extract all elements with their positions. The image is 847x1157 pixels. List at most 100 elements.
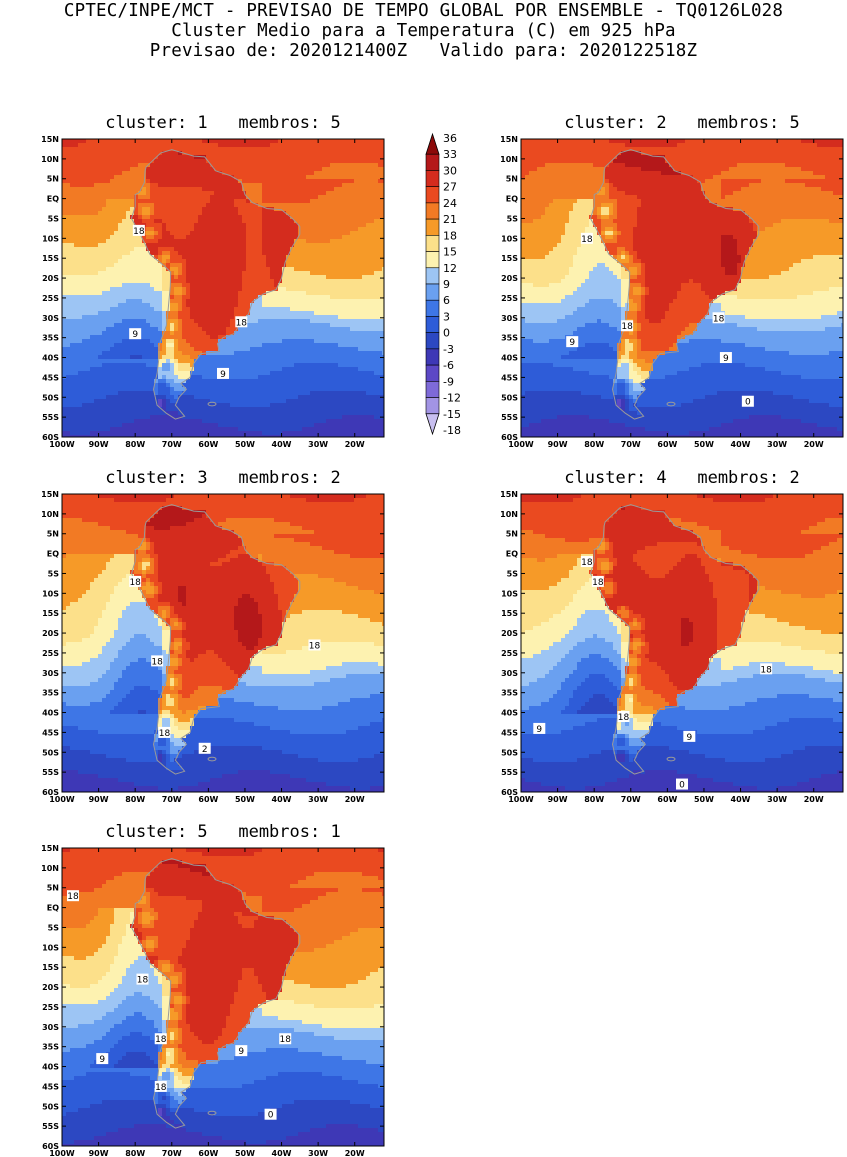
lon-tick-label: 80W: [125, 440, 145, 449]
contour-label-box: [566, 336, 579, 348]
contour-label: 18: [592, 578, 604, 588]
lon-tick-label: 40W: [731, 440, 751, 449]
lon-tick-label: 100W: [49, 440, 75, 449]
contour-label: 18: [713, 314, 725, 324]
contour-label-box: [235, 1045, 248, 1057]
lon-tick-label: 90W: [548, 795, 568, 804]
lat-tick-label: 20S: [501, 629, 518, 638]
lat-tick-label: 45S: [42, 728, 59, 737]
lat-tick-label: 5N: [47, 884, 59, 893]
contour-label: 18: [581, 558, 593, 568]
contour-label: 9: [536, 725, 542, 735]
contour-label: 9: [220, 370, 226, 380]
lat-tick-label: 20S: [42, 629, 59, 638]
panel-title: cluster: 1 membros: 5: [62, 113, 384, 133]
contour-label: 18: [618, 713, 630, 723]
lat-tick-label: 10S: [501, 589, 518, 598]
lat-tick-label: 10N: [500, 155, 518, 164]
contour-label-box: [279, 1033, 292, 1045]
contour-label-box: [96, 1053, 109, 1065]
contour-label-box: [621, 320, 634, 332]
lon-tick-label: 90W: [89, 795, 109, 804]
lat-tick-label: 45S: [42, 373, 59, 382]
contour-label: 9: [723, 354, 729, 364]
panel-title: cluster: 5 membros: 1: [62, 822, 384, 842]
lat-tick-label: 5S: [48, 569, 60, 578]
contour-label: 18: [309, 641, 321, 651]
lat-tick-label: 60S: [42, 433, 59, 442]
lat-tick-label: 60S: [42, 1142, 59, 1151]
lat-tick-label: 60S: [42, 788, 59, 797]
contour-label: 18: [760, 665, 772, 675]
map-panel: 15N 10N 5N EQ 5S 10S 15S 20S 25S 30S 35S 40S 45S 50S 5…: [41, 844, 385, 1157]
lon-tick-label: 80W: [125, 1149, 145, 1157]
lat-tick-label: 55S: [42, 1122, 59, 1131]
contour-label-box: [129, 328, 142, 340]
lon-tick-label: 30W: [308, 440, 328, 449]
contour-label: 18: [621, 322, 633, 332]
lat-tick-label: 55S: [42, 768, 59, 777]
header-line-3: Previsao de: 2020121400Z Valido para: 20…: [0, 41, 847, 61]
lat-tick-label: 60S: [501, 433, 518, 442]
lat-tick-label: 60S: [501, 788, 518, 797]
lat-tick-label: 50S: [42, 748, 59, 757]
map-panel: 15N 10N 5N EQ 5S 10S 15S 20S 25S 30S 35S 40S 45S 50S 5…: [41, 490, 385, 804]
lat-tick-label: 15N: [41, 490, 59, 499]
lon-tick-label: 70W: [162, 1149, 182, 1157]
lat-tick-label: 35S: [501, 334, 518, 343]
lat-tick-label: 30S: [501, 314, 518, 323]
lat-tick-label: 25S: [42, 649, 59, 658]
lat-tick-label: 10N: [500, 510, 518, 519]
lat-tick-label: 5S: [507, 569, 519, 578]
lat-tick-label: 5S: [48, 923, 60, 932]
contour-label: 18: [236, 318, 248, 328]
lon-tick-label: 30W: [308, 795, 328, 804]
lat-tick-label: 5S: [507, 214, 519, 223]
lat-tick-label: 40S: [42, 354, 59, 363]
lat-tick-label: 55S: [501, 413, 518, 422]
lat-tick-label: 10N: [41, 510, 59, 519]
contour-label: 9: [686, 733, 692, 743]
lat-tick-label: 10S: [501, 234, 518, 243]
contour-label: 18: [279, 1035, 291, 1045]
lon-tick-label: 70W: [162, 795, 182, 804]
lat-tick-label: 5N: [47, 175, 59, 184]
lon-tick-label: 60W: [198, 795, 218, 804]
contour-label-box: [308, 639, 321, 651]
lat-tick-label: 25S: [501, 294, 518, 303]
lon-tick-label: 40W: [272, 795, 292, 804]
lat-tick-label: 40S: [42, 709, 59, 718]
contour-label: 18: [159, 729, 171, 739]
lat-tick-label: EQ: [47, 904, 59, 913]
lat-tick-label: 30S: [501, 669, 518, 678]
contour-label-box: [741, 395, 754, 407]
lat-tick-label: 35S: [501, 689, 518, 698]
lon-tick-label: 20W: [804, 795, 824, 804]
contour-label: 18: [155, 1035, 167, 1045]
contour-label: 0: [268, 1111, 274, 1121]
lon-tick-label: 40W: [731, 795, 751, 804]
contour-label: 9: [569, 338, 575, 348]
panel-title: cluster: 4 membros: 2: [521, 468, 843, 488]
lat-tick-label: 5N: [506, 175, 518, 184]
lat-tick-label: 30S: [42, 669, 59, 678]
lat-tick-label: 5N: [47, 530, 59, 539]
lon-tick-label: 90W: [89, 1149, 109, 1157]
contour-label-box: [683, 730, 696, 742]
lat-tick-label: 25S: [42, 294, 59, 303]
contour-label: 0: [679, 781, 685, 791]
contour-label: 18: [129, 578, 141, 588]
lon-tick-label: 70W: [162, 440, 182, 449]
lon-tick-label: 80W: [584, 795, 604, 804]
lon-tick-label: 50W: [235, 795, 255, 804]
lon-tick-label: 50W: [694, 440, 714, 449]
lat-tick-label: 15N: [500, 135, 518, 144]
panel-title: cluster: 3 membros: 2: [62, 468, 384, 488]
lat-tick-label: 15S: [42, 254, 59, 263]
lat-tick-label: 15N: [41, 135, 59, 144]
lon-tick-label: 60W: [198, 440, 218, 449]
lon-tick-label: 60W: [198, 1149, 218, 1157]
lat-tick-label: EQ: [47, 550, 59, 559]
lat-tick-label: 15S: [501, 254, 518, 263]
